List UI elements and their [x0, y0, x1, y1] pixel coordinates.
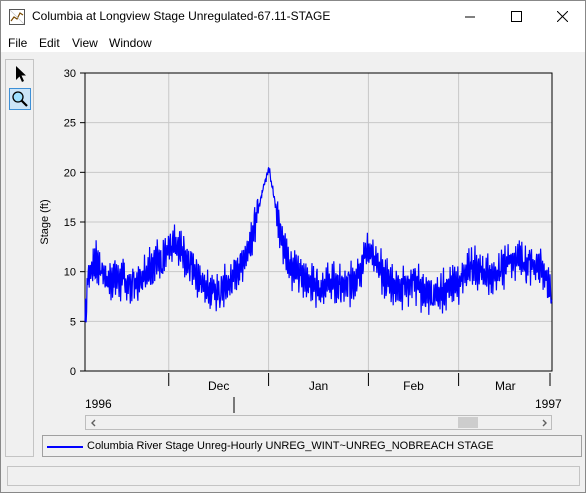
y-tick-label: 15 [64, 217, 76, 229]
menu-file[interactable]: File [8, 36, 28, 50]
stage-chart[interactable]: 0 5 10 15 20 25 30 Dec Jan Feb Mar Stage (ft) [1, 1, 586, 431]
close-icon [556, 11, 568, 22]
pointer-icon [16, 66, 26, 82]
maximize-icon [510, 11, 522, 22]
year-label-start: 1996 [85, 397, 112, 411]
chevron-left-icon [90, 419, 95, 426]
menu-window[interactable]: Window [109, 36, 152, 50]
y-tick-label: 0 [70, 366, 76, 378]
zoom-tool[interactable] [9, 88, 31, 110]
status-bar [7, 466, 580, 486]
y-tick-label: 10 [64, 267, 76, 279]
chart-grid [85, 73, 552, 371]
y-axis-ticks: 0 5 10 15 20 25 30 [64, 68, 85, 378]
time-scrollbar[interactable] [85, 415, 552, 430]
maximize-button[interactable] [493, 1, 539, 32]
scroll-left-button[interactable] [86, 416, 101, 429]
x-axis-ticks: Dec Jan Feb Mar [168, 373, 551, 393]
minimize-button[interactable] [447, 1, 493, 32]
menu-view[interactable]: View [72, 36, 98, 50]
y-tick-label: 20 [64, 167, 76, 179]
minimize-icon [465, 16, 475, 17]
month-label: Dec [208, 379, 229, 393]
legend-line-swatch [47, 446, 83, 448]
title-bar[interactable]: Columbia at Longview Stage Unregulated-6… [1, 1, 585, 32]
y-tick-label: 30 [64, 68, 76, 80]
month-label: Mar [495, 379, 516, 393]
menu-edit[interactable]: Edit [39, 36, 60, 50]
zoom-icon [12, 91, 28, 107]
pointer-tool[interactable] [9, 63, 31, 85]
legend-series-label: Columbia River Stage Unreg-Hourly UNREG_… [87, 440, 494, 452]
menu-bar: File Edit View Window [1, 32, 585, 52]
month-label: Feb [403, 379, 424, 393]
chart-legend: Columbia River Stage Unreg-Hourly UNREG_… [42, 435, 582, 457]
scroll-right-button[interactable] [536, 416, 551, 429]
close-button[interactable] [539, 1, 585, 32]
window-title: Columbia at Longview Stage Unregulated-6… [32, 9, 331, 23]
chart-app-icon [9, 9, 25, 25]
tool-palette [5, 59, 34, 457]
y-axis-label: Stage (ft) [39, 199, 51, 244]
month-label: Jan [309, 379, 328, 393]
y-tick-label: 5 [70, 316, 76, 328]
chevron-right-icon [542, 419, 547, 426]
stage-series-line [84, 167, 553, 323]
scroll-thumb[interactable] [458, 417, 478, 428]
y-tick-label: 25 [64, 118, 76, 130]
year-label-end: 1997 [535, 397, 562, 411]
